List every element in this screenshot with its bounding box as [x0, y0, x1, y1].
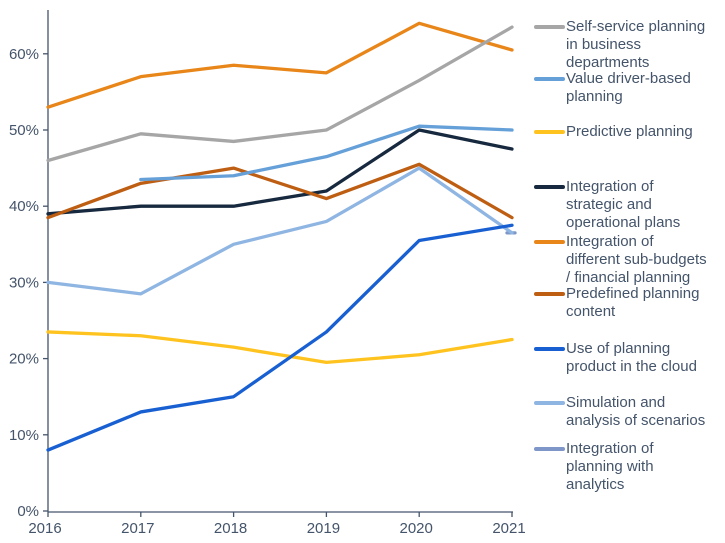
x-tick-label: 2017	[121, 520, 154, 537]
series-line-5	[46, 162, 514, 220]
y-tick-label: 0%	[17, 503, 39, 520]
series-line-6	[46, 223, 514, 452]
legend-item-3: Predictive planning	[534, 123, 724, 141]
legend-item-5: Integration of different sub-budgets / f…	[534, 233, 724, 287]
legend-item-7: Use of planning product in the cloud	[534, 340, 724, 376]
series-line-2	[46, 330, 514, 365]
legend-label: Predefined planning content	[566, 285, 700, 320]
y-tick-label: 50%	[9, 122, 39, 139]
legend-item-8: Simulation and analysis of scenarios	[534, 394, 724, 430]
legend-swatch-icon	[534, 347, 565, 351]
x-tick-label: 2016	[28, 520, 61, 537]
series-line-3	[46, 128, 514, 216]
y-tick-label: 40%	[9, 198, 39, 215]
y-tick-label: 30%	[9, 274, 39, 291]
y-tick-label: 10%	[9, 427, 39, 444]
legend-item-4: Integration of strategic and operational…	[534, 178, 724, 232]
legend-item-2: Value driver-based planning	[534, 70, 724, 106]
legend-label: Value driver-based planning	[566, 70, 691, 105]
legend-swatch-icon	[534, 240, 565, 244]
x-tick-label: 2020	[400, 520, 433, 537]
series-line-4	[46, 21, 514, 109]
x-tick-label: 2019	[307, 520, 340, 537]
legend-label: Self-service planning in business depart…	[566, 18, 706, 71]
y-tick-label: 60%	[9, 46, 39, 63]
legend-label: Integration of strategic and operational…	[566, 178, 681, 231]
chart-legend: Self-service planning in business depart…	[534, 0, 724, 543]
legend-label: Use of planning product in the cloud	[566, 340, 697, 375]
x-tick-label: 2021	[492, 520, 525, 537]
legend-swatch-icon	[534, 401, 565, 405]
series-line-7	[46, 166, 514, 296]
legend-item-6: Predefined planning content	[534, 285, 724, 321]
series-line-0	[46, 25, 514, 163]
legend-label: Simulation and analysis of scenarios	[566, 394, 706, 429]
legend-swatch-icon	[534, 292, 565, 296]
legend-swatch-icon	[534, 77, 565, 81]
legend-label: Integration of planning with analytics	[566, 440, 654, 493]
legend-swatch-icon	[534, 185, 565, 189]
x-tick-label: 2018	[214, 520, 247, 537]
legend-swatch-icon	[534, 447, 565, 451]
legend-item-1: Self-service planning in business depart…	[534, 18, 724, 72]
legend-label: Integration of different sub-budgets / f…	[566, 233, 707, 286]
y-tick-label: 20%	[9, 351, 39, 368]
legend-swatch-icon	[534, 130, 565, 134]
legend-label: Predictive planning	[566, 123, 693, 140]
legend-swatch-icon	[534, 25, 565, 29]
legend-item-9: Integration of planning with analytics	[534, 440, 724, 494]
series-line-1	[139, 124, 514, 182]
